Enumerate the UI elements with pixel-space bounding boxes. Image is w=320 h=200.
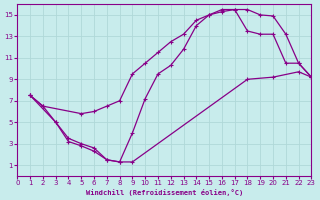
X-axis label: Windchill (Refroidissement éolien,°C): Windchill (Refroidissement éolien,°C) bbox=[86, 189, 243, 196]
